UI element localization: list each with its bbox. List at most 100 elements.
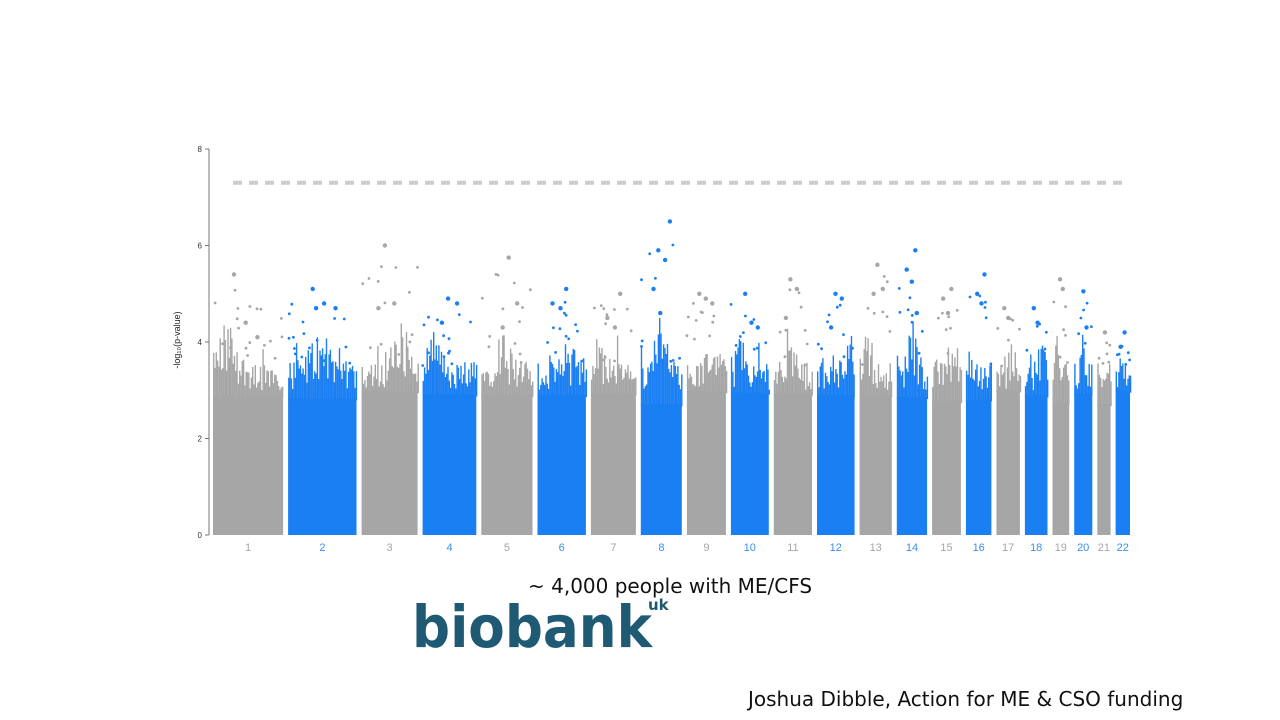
chr-19-column: [1057, 354, 1060, 405]
chr-12-column: [837, 387, 840, 398]
chr-5-column: [494, 373, 496, 397]
chr-11-column: [793, 352, 795, 396]
chr-16-snp-point: [978, 294, 982, 298]
chr-1-snp-point: [221, 342, 225, 346]
chr-10-column: [754, 375, 756, 395]
chr-20-dense-band: [1074, 393, 1093, 535]
chr-3-column: [416, 381, 418, 394]
y-tick-label: 0: [198, 531, 203, 540]
chr-10-column: [742, 342, 744, 395]
chr-2-column: [336, 366, 338, 401]
chr-9-column: [723, 359, 725, 394]
chr-8-column: [681, 374, 683, 407]
x-tick-label-chr-16: 16: [973, 542, 985, 554]
chr-12-snp-point: [838, 303, 842, 307]
chr-6-column: [567, 353, 569, 398]
chr-1-snp-point: [269, 339, 272, 343]
chr-3-snp-point: [380, 265, 383, 268]
chr-18-column: [1045, 359, 1048, 398]
y-tick-label: 2: [198, 435, 203, 444]
chr-20-column: [1089, 386, 1092, 396]
x-tick-label-chr-21: 21: [1098, 542, 1110, 554]
chr-4-column: [449, 387, 452, 397]
chr-9-column: [698, 386, 700, 394]
chr-11-column: [808, 382, 811, 396]
chr-6-column: [544, 384, 546, 398]
chr-12-column: [822, 358, 824, 398]
chr-5-snp-point: [518, 352, 522, 356]
chr-13-column: [883, 375, 885, 397]
chr-17-column: [997, 373, 1000, 393]
chr-19-column: [1066, 375, 1069, 405]
top-hit-points: [231, 219, 1127, 349]
x-tick-label-chr-8: 8: [658, 542, 664, 554]
chr-8-column: [640, 347, 643, 407]
chr-5-snp-point: [521, 306, 524, 309]
chr-4-column: [442, 372, 444, 397]
chr-5-column: [517, 375, 520, 397]
chr-13-column: [884, 388, 886, 397]
chr-18-column: [1035, 372, 1037, 398]
x-tick-label-chr-9: 9: [703, 542, 709, 554]
chr-4-snp-point: [427, 315, 430, 319]
chr-6-snp-point: [574, 323, 577, 326]
chr-4-column: [429, 355, 431, 397]
chr-9-snp-point: [693, 337, 696, 341]
chr-6-column: [546, 383, 548, 398]
chr-13-column: [885, 373, 887, 397]
chr-14-snp-point: [917, 351, 921, 355]
chr-2-column: [350, 369, 352, 401]
chr-2-column: [328, 354, 330, 401]
chr-10-column: [755, 376, 757, 395]
chr-22-column: [1124, 365, 1127, 393]
chr-2-column: [308, 363, 311, 401]
chr-14-column: [899, 370, 901, 400]
chr-4-top-hit: [454, 301, 460, 306]
chr-20-snp-point: [1082, 308, 1085, 312]
chr-15-column: [942, 384, 944, 404]
chr-19-column: [1064, 364, 1066, 405]
chr-15-column: [949, 365, 951, 404]
chr-3-column: [366, 376, 369, 394]
chr-3-top-hit: [392, 301, 397, 306]
chr-1-column: [242, 359, 245, 398]
chr-16-top-hit: [982, 272, 987, 277]
chr-14-column: [896, 355, 899, 400]
chr-5-column: [525, 361, 527, 397]
chr-5-column: [524, 364, 526, 397]
chr-5-column: [508, 384, 510, 397]
chr-2-snp-point: [294, 352, 297, 356]
chr-1-top-hit: [231, 272, 237, 277]
chr-14-column: [922, 389, 925, 400]
chr-22-column: [1126, 385, 1128, 393]
chr-17-column: [1013, 376, 1015, 393]
chr-2-column: [323, 366, 325, 401]
chr-1-column: [229, 327, 232, 398]
chr-21-column: [1103, 380, 1106, 406]
chr-13-snp-point: [885, 315, 889, 318]
chr-15-top-hit: [945, 310, 951, 316]
chr-1-column: [248, 372, 250, 398]
chr-12-column: [841, 374, 844, 398]
chr-16-column: [986, 387, 989, 402]
chr-14-dense-band: [896, 397, 928, 535]
chr-1-snp-point: [237, 326, 241, 330]
chr-3-column: [378, 386, 380, 394]
chr-17-column: [1008, 352, 1010, 393]
chr-8-column: [661, 358, 663, 407]
chr-17-column: [1017, 380, 1019, 393]
study-caption: ~ 4,000 people with ME/CFS: [528, 574, 813, 598]
chr-13-column: [880, 376, 882, 397]
chr-7-column: [619, 368, 621, 396]
chr-17-column: [999, 386, 1001, 393]
chr-1-snp-point: [233, 288, 237, 292]
chr-12-dense-band: [817, 395, 855, 535]
chr-4-column: [444, 377, 447, 397]
chr-1-column: [252, 367, 254, 398]
chr-21-top-hit: [1102, 330, 1108, 335]
x-tick-label-chr-10: 10: [744, 542, 756, 554]
chr-17-column: [1000, 367, 1002, 393]
chr-2-column: [341, 379, 343, 401]
chr-1-snp-point: [246, 354, 250, 357]
chr-8-top-hit: [662, 257, 668, 263]
